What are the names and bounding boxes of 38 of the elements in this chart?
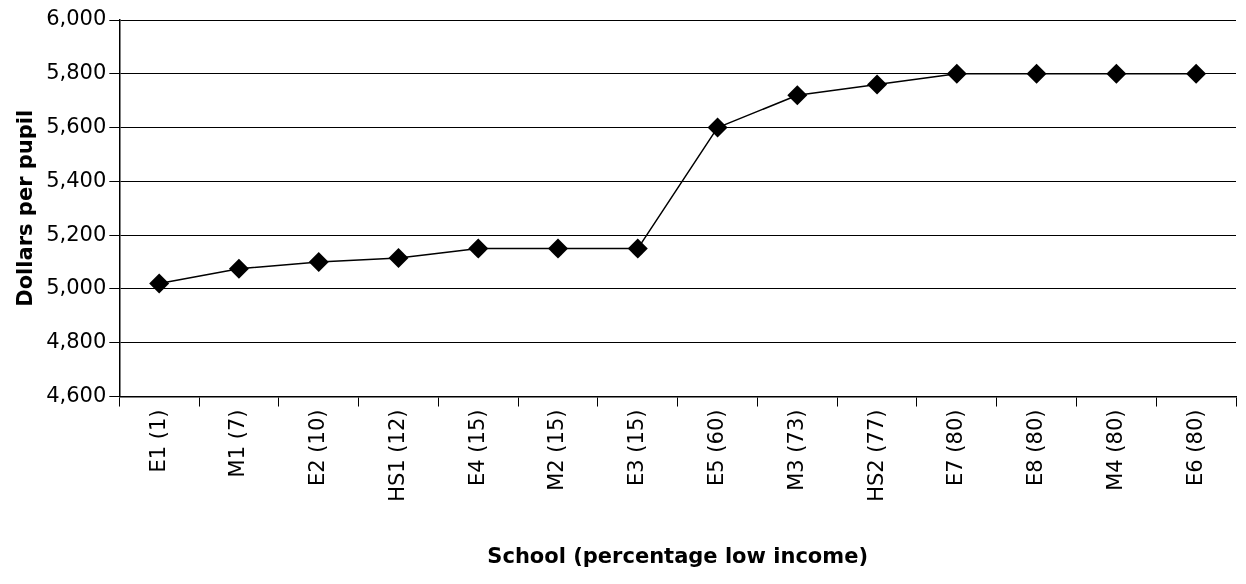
x-tick-label: HS1 (12)	[384, 409, 409, 502]
point	[627, 238, 648, 259]
point	[149, 273, 170, 294]
x-tick-label: E5 (60)	[703, 409, 728, 486]
x-tick-label: E3 (15)	[624, 409, 649, 486]
point	[1026, 63, 1047, 84]
x-tick-label: E7 (80)	[943, 409, 968, 486]
x-tick-label: E8 (80)	[1023, 409, 1048, 486]
point	[946, 63, 967, 84]
y-tick-label: 5,600	[46, 114, 107, 139]
x-axis-title: School (percentage low income)	[487, 543, 868, 568]
point	[1186, 63, 1207, 84]
y-tick-label: 5,800	[46, 60, 107, 85]
point	[867, 74, 888, 95]
y-axis-title: Dollars per pupil	[13, 109, 38, 307]
point	[787, 85, 808, 106]
y-tick-label: 5,200	[46, 221, 107, 246]
point	[228, 258, 249, 279]
point	[468, 238, 489, 259]
x-tick-label: E6 (80)	[1182, 409, 1207, 486]
x-tick-label: M1 (7)	[225, 409, 250, 478]
point	[548, 238, 569, 259]
x-tick-label: M3 (73)	[783, 409, 808, 491]
y-tick-label: 4,800	[46, 329, 107, 354]
x-tick-label: E1 (1)	[145, 409, 170, 473]
point	[308, 252, 329, 273]
x-tick-label: E4 (15)	[464, 409, 489, 486]
y-tick-label: 5,400	[46, 167, 107, 192]
point	[388, 248, 409, 269]
x-tick-label: E2 (10)	[305, 409, 330, 486]
y-tick-label: 6,000	[46, 6, 107, 31]
y-tick-label: 4,600	[46, 382, 107, 407]
x-tick-label: M2 (15)	[544, 409, 569, 491]
point	[1106, 63, 1127, 84]
x-tick-label: HS2 (77)	[863, 409, 888, 502]
y-tick-label: 5,000	[46, 275, 107, 300]
x-tick-label: M4 (80)	[1102, 409, 1127, 491]
point	[707, 117, 728, 138]
